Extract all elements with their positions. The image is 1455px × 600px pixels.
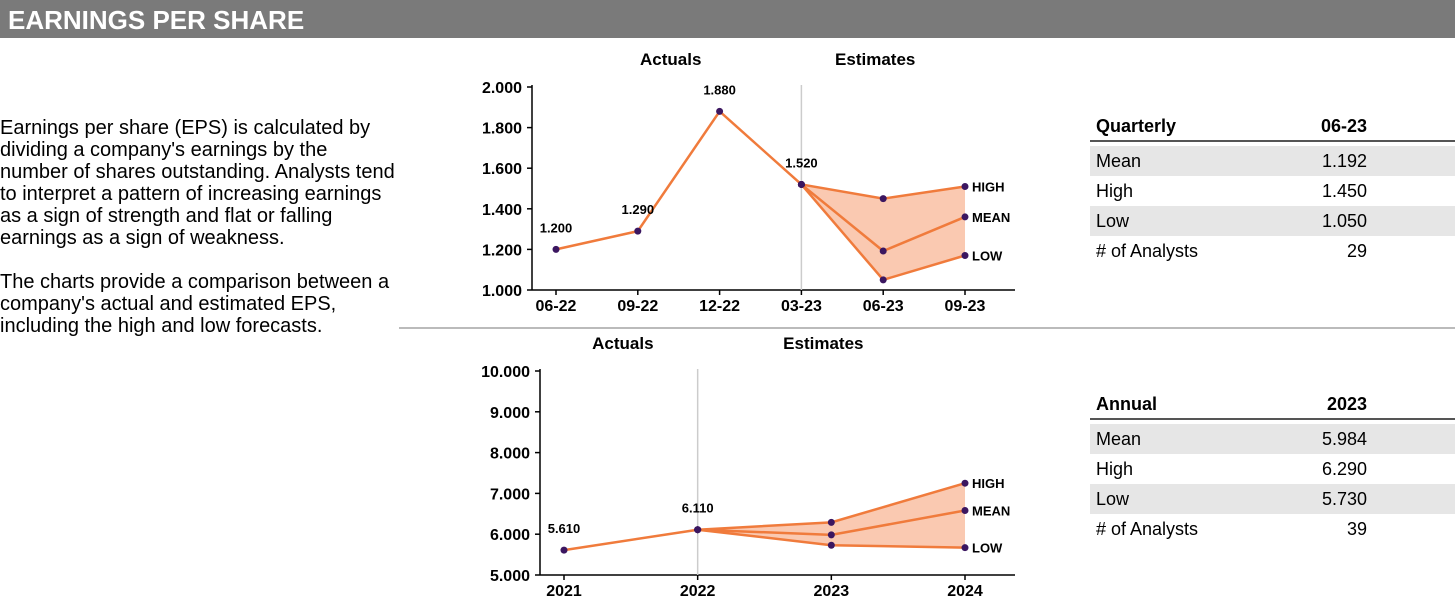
y-tick-label: 1.800 xyxy=(482,121,522,138)
table-cell: Low xyxy=(1096,211,1130,231)
data-point xyxy=(961,507,969,515)
table: Quarterly 06-23 Mean 1.192 High 1.450 Low 1.050… xyxy=(1090,112,1455,266)
description: Earnings per share (EPS) is calculated b… xyxy=(0,117,398,359)
y-tick-label: 1.200 xyxy=(482,242,522,259)
x-tick-label: 09-22 xyxy=(617,298,658,315)
table-cell: # of Analysts xyxy=(1096,519,1199,539)
table-row: Low 5.730 xyxy=(1090,484,1455,514)
value-label: 1.200 xyxy=(540,220,573,235)
table-row: # of Analysts 39 xyxy=(1090,514,1455,544)
data-point xyxy=(716,107,724,115)
series-label: HIGH xyxy=(972,179,1005,194)
table-cell: Low xyxy=(1096,489,1130,509)
data-point xyxy=(879,276,887,284)
section-label: Estimates xyxy=(783,334,863,353)
table: Annual 2023 Mean 5.984 High 6.290 Low 5.730 # of… xyxy=(1090,390,1455,544)
header-title: EARNINGS PER SHARE xyxy=(0,0,1455,38)
section-label: Actuals xyxy=(640,50,701,69)
table-row: Mean 1.192 xyxy=(1090,146,1455,176)
table-cell: 39 xyxy=(1346,519,1367,539)
column-header: Annual xyxy=(1096,394,1157,414)
table-row: High 6.290 xyxy=(1090,454,1455,484)
data-point xyxy=(827,518,835,526)
y-tick-label: 9.000 xyxy=(490,405,530,422)
y-tick-label: 6.000 xyxy=(490,527,530,544)
data-point xyxy=(961,479,969,487)
section-label: Estimates xyxy=(835,50,915,69)
table-row: Low 1.050 xyxy=(1090,206,1455,236)
column-header: 2023 xyxy=(1326,394,1367,414)
y-tick-label: 1.600 xyxy=(482,161,522,178)
table-row: # of Analysts 29 xyxy=(1090,236,1455,266)
value-label: 1.520 xyxy=(785,155,818,170)
section-label: Actuals xyxy=(592,334,653,353)
data-point xyxy=(879,195,887,203)
series-label: LOW xyxy=(972,541,1003,556)
data-point xyxy=(694,526,702,534)
x-tick-label: 03-23 xyxy=(781,298,822,315)
x-tick-label: 12-22 xyxy=(699,298,740,315)
value-label: 6.110 xyxy=(682,501,714,516)
table-cell: 29 xyxy=(1346,241,1367,261)
data-point xyxy=(560,546,568,554)
table-header: Annual 2023 xyxy=(1090,390,1455,420)
table-cell: Mean xyxy=(1096,151,1142,171)
data-point xyxy=(552,245,560,253)
paragraph: Earnings per share (EPS) is calculated b… xyxy=(0,117,395,249)
y-tick-label: 2.000 xyxy=(482,80,522,97)
x-tick-label: 06-22 xyxy=(536,298,577,315)
table-header: Quarterly 06-23 xyxy=(1090,112,1455,142)
table-cell: # of Analysts xyxy=(1096,241,1199,261)
y-tick-label: 10.000 xyxy=(481,364,530,381)
table-cell: 5.730 xyxy=(1321,489,1367,509)
series-label: MEAN xyxy=(972,504,1010,519)
table-cell: High xyxy=(1096,459,1134,479)
data-point xyxy=(879,247,887,255)
x-tick-label: 2021 xyxy=(546,583,582,600)
table-cell: High xyxy=(1096,181,1134,201)
table-row: High 1.450 xyxy=(1090,176,1455,206)
series-label: LOW xyxy=(972,248,1003,263)
column-header: Quarterly xyxy=(1096,116,1177,136)
value-label: 1.880 xyxy=(703,82,736,97)
value-label: 1.290 xyxy=(622,202,655,217)
table-row: Mean 5.984 xyxy=(1090,424,1455,454)
x-tick-label: 06-23 xyxy=(863,298,904,315)
data-point xyxy=(634,227,642,235)
data-point xyxy=(961,251,969,259)
x-tick-label: 2024 xyxy=(947,583,983,600)
data-point xyxy=(797,180,805,188)
table-cell: 6.290 xyxy=(1321,459,1367,479)
y-tick-label: 8.000 xyxy=(490,446,530,463)
data-point xyxy=(961,182,969,190)
value-label: 5.610 xyxy=(548,521,581,536)
table-cell: 5.984 xyxy=(1321,429,1367,449)
table-cell: 1.450 xyxy=(1321,181,1367,201)
data-point xyxy=(961,213,969,221)
series-label: MEAN xyxy=(972,210,1010,225)
column-header: 06-23 xyxy=(1320,116,1367,136)
data-point xyxy=(827,531,835,539)
y-tick-label: 1.000 xyxy=(482,283,522,300)
table-cell: Mean xyxy=(1096,429,1142,449)
y-tick-label: 5.000 xyxy=(490,568,530,585)
series-line xyxy=(563,528,698,552)
range-band xyxy=(801,184,965,280)
table-cell: 1.050 xyxy=(1321,211,1367,231)
data-point xyxy=(827,541,835,549)
x-tick-label: 2022 xyxy=(680,583,716,600)
data-point xyxy=(961,544,969,552)
x-tick-label: 2023 xyxy=(814,583,850,600)
series-line xyxy=(555,109,803,251)
y-tick-label: 7.000 xyxy=(490,486,530,503)
y-tick-label: 1.400 xyxy=(482,202,522,219)
x-tick-label: 09-23 xyxy=(945,298,986,315)
series-label: HIGH xyxy=(972,476,1005,491)
table-cell: 1.192 xyxy=(1321,151,1367,171)
paragraph: The charts provide a comparison between … xyxy=(0,271,390,337)
